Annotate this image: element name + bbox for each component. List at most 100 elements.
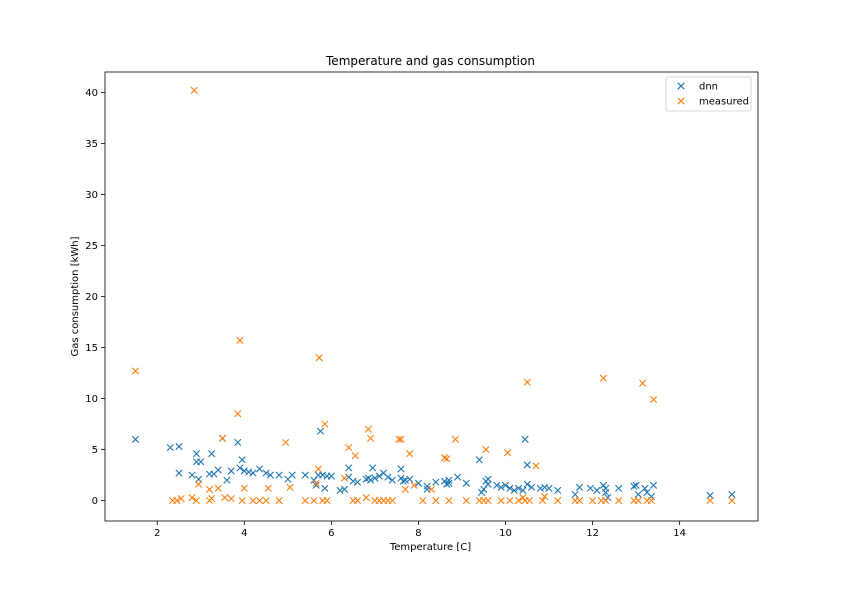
y-axis-label: Gas consumption [kWh]: [70, 236, 81, 356]
data-point: [536, 484, 544, 492]
x-tick-label: 10: [499, 528, 512, 539]
data-point: [497, 483, 505, 491]
data-point: [214, 466, 222, 474]
data-point: [414, 479, 423, 487]
legend-marker: [677, 97, 685, 105]
data-point: [340, 474, 349, 482]
data-point: [397, 465, 405, 473]
data-point: [312, 481, 320, 489]
data-point: [399, 477, 407, 485]
data-point: [532, 462, 540, 470]
data-point: [255, 465, 264, 473]
x-tick-label: 2: [154, 528, 160, 539]
data-point: [454, 473, 462, 481]
data-point: [541, 483, 549, 491]
data-point: [519, 486, 527, 494]
data-point: [493, 481, 501, 489]
data-point: [506, 497, 514, 505]
x-tick-label: 12: [586, 528, 599, 539]
data-point: [371, 474, 379, 482]
data-point: [221, 493, 229, 502]
data-point: [351, 452, 359, 460]
y-tick-label: 5: [92, 445, 98, 456]
data-point: [327, 472, 335, 480]
data-point: [504, 449, 512, 457]
data-point: [384, 473, 392, 481]
data-point: [451, 435, 460, 443]
y-tick-label: 10: [85, 394, 98, 405]
x-tick-label: 6: [328, 528, 334, 539]
y-tick-label: 30: [85, 190, 98, 201]
y-tick-label: 35: [85, 139, 98, 150]
data-point: [262, 469, 270, 477]
data-point: [240, 467, 248, 475]
legend-box: [665, 76, 752, 112]
data-point: [484, 497, 492, 505]
data-point: [571, 490, 579, 499]
data-point: [301, 471, 309, 479]
data-point: [190, 86, 198, 94]
data-point: [538, 497, 547, 505]
data-point: [314, 465, 322, 473]
series-measured: [131, 86, 736, 505]
data-point: [245, 468, 253, 476]
data-point: [175, 469, 183, 477]
data-point: [195, 475, 203, 483]
data-point: [586, 484, 594, 492]
data-point: [166, 443, 174, 452]
data-point: [440, 477, 449, 485]
data-point: [353, 478, 362, 486]
data-point: [282, 438, 290, 447]
data-point: [177, 494, 185, 503]
data-point: [482, 445, 490, 454]
data-point: [647, 497, 655, 505]
data-point: [514, 497, 523, 505]
data-point: [521, 435, 529, 443]
data-point: [575, 497, 584, 505]
data-point: [192, 450, 201, 458]
data-point: [310, 497, 318, 505]
data-point: [501, 481, 510, 489]
data-point: [364, 425, 372, 433]
legend-label: measured: [699, 97, 749, 108]
x-axis-label: Temperature [C]: [389, 542, 471, 553]
data-point: [173, 497, 181, 505]
data-point: [484, 475, 492, 483]
data-point: [510, 486, 518, 494]
data-point: [362, 475, 370, 483]
data-point: [649, 481, 658, 489]
data-point: [397, 474, 405, 482]
data-point: [432, 478, 440, 486]
data-point: [366, 476, 375, 484]
data-point: [432, 497, 440, 505]
data-point: [131, 435, 140, 443]
data-point: [319, 471, 327, 479]
data-point: [649, 395, 658, 404]
data-point: [514, 484, 523, 492]
y-tick-label: 15: [85, 343, 98, 354]
data-point: [234, 410, 242, 418]
data-point: [275, 497, 283, 505]
y-tick-label: 25: [85, 241, 98, 252]
data-point: [525, 497, 534, 505]
data-point: [634, 490, 642, 499]
data-point: [208, 450, 216, 458]
data-point: [602, 488, 610, 497]
data-point: [484, 480, 492, 488]
legend-marker: [677, 82, 685, 90]
data-point: [316, 427, 325, 435]
data-point: [523, 461, 531, 469]
chart-title: Temperature and gas consumption: [325, 54, 535, 68]
data-point: [519, 493, 527, 502]
data-point: [554, 497, 562, 505]
data-point: [615, 484, 623, 492]
data-point: [728, 490, 736, 499]
legend: dnn measured: [665, 76, 752, 112]
x-tick-label: 4: [241, 528, 247, 539]
data-point: [288, 471, 296, 479]
data-point: [401, 476, 409, 484]
data-point: [706, 497, 714, 505]
data-point: [440, 454, 449, 462]
data-point: [240, 484, 248, 492]
data-point: [195, 480, 203, 488]
